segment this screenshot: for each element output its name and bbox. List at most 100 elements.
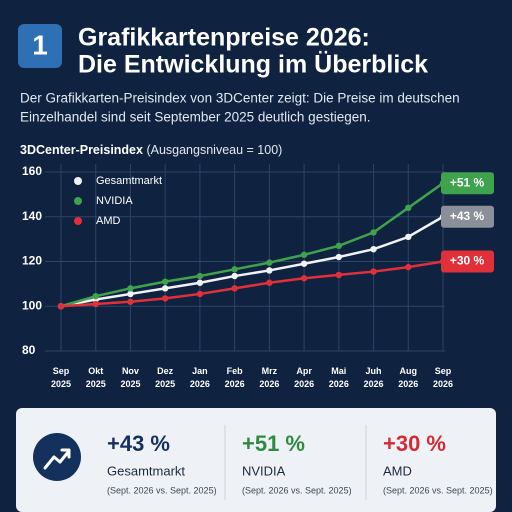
end-label: +43 % xyxy=(450,209,485,223)
stat-value: +30 % xyxy=(383,431,446,456)
trend-arrow xyxy=(43,448,71,470)
series-point xyxy=(335,271,343,279)
series-line xyxy=(60,182,444,308)
stat-value: +43 % xyxy=(107,431,170,456)
series-point xyxy=(161,285,169,292)
y-tick-label: 80 xyxy=(22,343,36,357)
end-label: +30 % xyxy=(450,254,485,268)
end-label-box xyxy=(441,250,494,273)
x-tick-label: Feb 2026 xyxy=(225,366,245,389)
series-point xyxy=(196,279,204,286)
x-tick-line: Nov xyxy=(122,366,139,376)
badge xyxy=(18,24,62,68)
series-point xyxy=(92,300,99,308)
series-point xyxy=(161,278,169,285)
series-point xyxy=(266,267,273,274)
x-tick-line: Dez xyxy=(157,366,174,376)
x-tick-line: 2025 xyxy=(155,379,175,389)
series-point xyxy=(127,290,134,298)
series-point xyxy=(196,290,204,298)
x-tick-line: 2025 xyxy=(120,379,140,389)
series-line xyxy=(60,215,444,308)
x-tick-line: 2026 xyxy=(190,379,210,389)
stat-note: (Sept. 2026 vs. Sept. 2025) xyxy=(383,485,493,495)
x-tick-label: Aug 2026 xyxy=(398,366,418,389)
x-tick-line: Feb xyxy=(227,366,244,376)
x-tick-line: 2026 xyxy=(294,379,314,389)
series-point xyxy=(231,266,238,273)
x-tick-line: Okt xyxy=(88,366,103,376)
legend-marker xyxy=(74,197,82,205)
series-point xyxy=(370,245,377,253)
x-tick-label: Okt 2025 xyxy=(86,366,106,389)
series-point xyxy=(300,275,308,282)
chart-subtitle: (Ausgangsniveau = 100) xyxy=(146,143,282,157)
x-tick-line: Aug xyxy=(400,366,418,376)
legend-marker xyxy=(74,177,82,185)
subtitle: Der Grafikkarten-Preisindex von 3DCenter… xyxy=(20,91,460,106)
x-tick-label: Mrz 2026 xyxy=(259,366,279,389)
stat-label: AMD xyxy=(383,463,412,478)
series-point xyxy=(196,272,204,280)
series-point xyxy=(300,260,308,267)
series-point xyxy=(161,295,169,302)
y-tick-label: 140 xyxy=(22,209,42,223)
legend-label: NVIDIA xyxy=(96,195,133,207)
x-tick-label: Jan 2026 xyxy=(190,366,210,389)
y-tick-label: 100 xyxy=(22,298,42,312)
x-tick-line: Mai xyxy=(331,366,346,376)
x-tick-line: Apr xyxy=(296,366,312,376)
end-label: +51 % xyxy=(450,175,485,189)
x-tick-label: Nov 2025 xyxy=(120,366,140,389)
series-point xyxy=(266,279,273,286)
x-tick-line: Juh xyxy=(366,366,382,376)
x-tick-label: Apr 2026 xyxy=(294,366,314,389)
series-point xyxy=(231,285,238,292)
stat-value: +51 % xyxy=(242,431,305,456)
x-tick-line: Jan xyxy=(192,366,208,376)
series-point xyxy=(405,204,412,211)
x-tick-line: 2026 xyxy=(329,379,349,389)
series-point xyxy=(335,242,343,250)
stats-panel xyxy=(16,408,496,512)
y-tick-label: 160 xyxy=(22,164,42,178)
legend-marker xyxy=(74,217,82,225)
x-tick-label: Sep 2025 xyxy=(51,366,71,389)
title: Grafikkartenpreise 2026: xyxy=(78,24,370,52)
x-tick-line: 2026 xyxy=(433,379,453,389)
stat-note: (Sept. 2026 vs. Sept. 2025) xyxy=(242,485,352,495)
end-label-box xyxy=(441,205,494,228)
series-point xyxy=(266,259,273,266)
x-tick-line: 2025 xyxy=(51,379,71,389)
x-tick-line: 2026 xyxy=(398,379,418,389)
end-label-box xyxy=(441,172,494,195)
series-point xyxy=(231,272,238,280)
badge-number: 1 xyxy=(32,29,48,60)
series-point xyxy=(370,229,377,236)
series-line xyxy=(60,260,444,308)
series-point xyxy=(57,303,65,310)
x-tick-line: Mrz xyxy=(262,366,278,376)
x-tick-label: Sep 2026 xyxy=(433,366,453,389)
x-tick-label: Juh 2026 xyxy=(364,366,384,389)
series-point xyxy=(127,285,134,292)
title: Die Entwicklung im Überblick xyxy=(78,50,428,79)
y-tick-label: 120 xyxy=(22,254,42,268)
x-tick-line: 2026 xyxy=(259,379,279,389)
legend-label: AMD xyxy=(96,215,121,227)
x-tick-line: 2026 xyxy=(364,379,384,389)
stat-label: NVIDIA xyxy=(242,463,286,478)
legend-label: Gesamtmarkt xyxy=(96,175,162,187)
series-point xyxy=(335,253,343,261)
series-point xyxy=(405,233,412,241)
stat-note: (Sept. 2026 vs. Sept. 2025) xyxy=(107,485,217,495)
x-tick-line: Sep xyxy=(53,366,70,376)
series-point xyxy=(370,268,377,275)
x-tick-label: Dez 2025 xyxy=(155,366,175,389)
series-point xyxy=(92,292,99,300)
trend-icon xyxy=(33,433,81,481)
x-tick-label: Mai 2026 xyxy=(329,366,349,389)
stat-label: Gesamtmarkt xyxy=(107,463,185,478)
x-tick-line: Sep xyxy=(435,366,452,376)
series-point xyxy=(405,263,412,271)
